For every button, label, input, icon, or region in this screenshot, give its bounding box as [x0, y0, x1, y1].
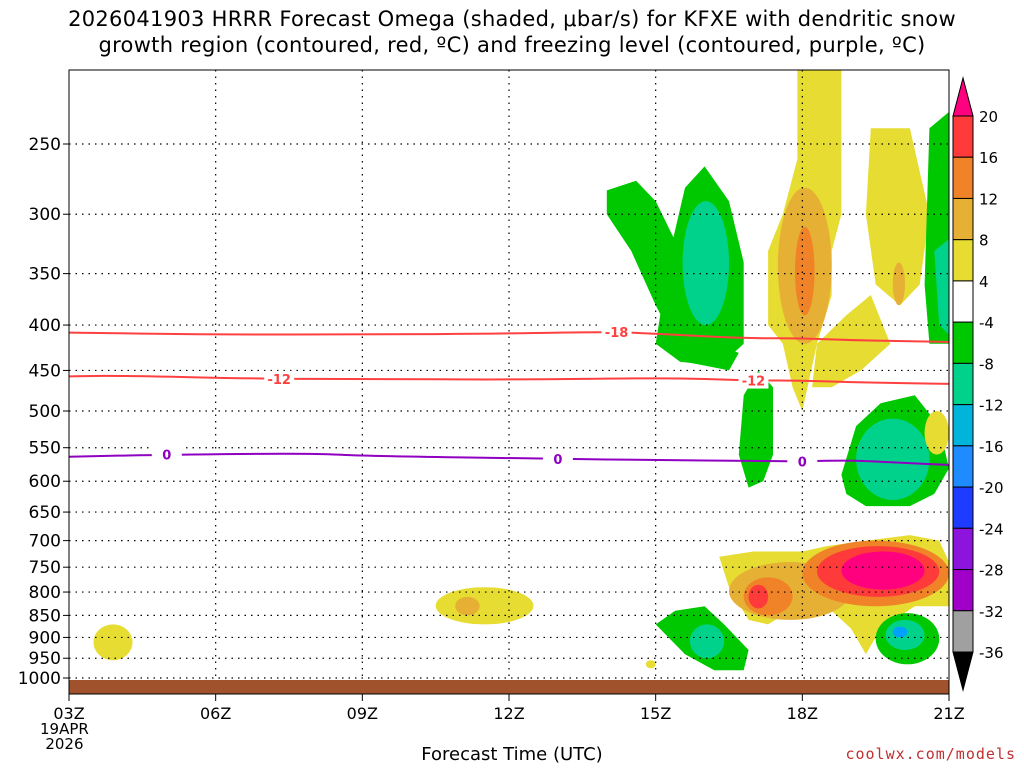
shade-red-lower-left — [748, 584, 769, 609]
contour-label-bg — [738, 372, 769, 389]
shade-orange-core — [795, 226, 815, 316]
shade-yellow-mid — [812, 295, 891, 388]
colorbar-bottom-arrow — [952, 651, 974, 692]
shade-yellow-03z — [93, 624, 133, 661]
y-tick-label-500: 500 — [29, 402, 61, 422]
colorbar-label--4: -4 — [979, 314, 994, 332]
x-tick-label-15Z: 15Z — [640, 704, 671, 723]
colorbar-label--16: -16 — [979, 438, 1004, 456]
y-tick-label-700: 700 — [29, 532, 61, 552]
x-tick-label-09Z: 09Z — [347, 704, 378, 723]
contour-label-2-0: 0 — [162, 449, 171, 464]
y-tick-label-300: 300 — [29, 205, 61, 225]
chart-title: 2026041903 HRRR Forecast Omega (shaded, … — [0, 6, 1024, 58]
contour-label-2-2: 0 — [798, 455, 807, 470]
colorbar-label-8: 8 — [979, 232, 989, 250]
y-tick-label-800: 800 — [29, 583, 61, 603]
colorbar-label--36: -36 — [979, 644, 1004, 662]
colorbar-swatch-5 — [952, 321, 974, 364]
shade-yellow-1030z — [435, 587, 534, 625]
colorbar-label--32: -32 — [979, 603, 1004, 621]
colorbar: 20 16 12 8 4 -4 -8 -12 -16 -20 -24 -28 -32 -36 — [952, 76, 1004, 692]
y-tick-label-550: 550 — [29, 439, 61, 459]
colorbar-swatch-2 — [952, 197, 974, 241]
colorbar-label--28: -28 — [979, 562, 1004, 580]
shade-teal-lower — [856, 418, 930, 501]
contour-label-bg — [151, 446, 182, 463]
shade-green-mid — [738, 370, 773, 488]
y-tick-label-900: 900 — [29, 628, 61, 648]
shade-teal-low-left — [689, 624, 725, 659]
colorbar-swatch-3 — [952, 239, 974, 282]
contour-label-1-0: -12 — [267, 373, 291, 388]
colorbar-label-12: 12 — [979, 190, 998, 208]
shade-orange-1030z — [455, 596, 480, 616]
date-year: 2026 — [45, 735, 84, 753]
colorbar-swatch-11 — [952, 569, 974, 612]
shade-teal-right-edge — [934, 239, 949, 335]
shade-blue-low-right — [892, 626, 908, 638]
ground-band — [69, 680, 949, 694]
colorbar-label-20: 20 — [979, 108, 998, 126]
chart-title-line-1: 2026041903 HRRR Forecast Omega (shaded, … — [68, 7, 956, 31]
colorbar-label--20: -20 — [979, 479, 1004, 497]
x-tick-label-06Z: 06Z — [200, 704, 231, 723]
y-tick-label-450: 450 — [29, 361, 61, 381]
y-tick-label-600: 600 — [29, 472, 61, 492]
watermark: coolwx.com/models — [845, 745, 1016, 763]
colorbar-label--24: -24 — [979, 520, 1004, 538]
y-tick-label-650: 650 — [29, 503, 61, 523]
contour-label-bg — [601, 324, 632, 341]
colorbar-swatch-0 — [952, 115, 974, 158]
contour-label-0-0: -18 — [605, 326, 629, 341]
shade-teal-upper — [682, 201, 729, 326]
colorbar-swatch-1 — [952, 156, 974, 199]
contour-label-1-1: -12 — [742, 375, 766, 390]
colorbar-swatch-8 — [952, 445, 974, 488]
x-tick-label-03Z: 03Z — [53, 704, 84, 723]
y-tick-label-350: 350 — [29, 265, 61, 285]
x-axis-label: Forecast Time (UTC) — [421, 744, 603, 765]
colorbar-swatch-9 — [952, 486, 974, 529]
colorbar-label-16: 16 — [979, 149, 998, 167]
colorbar-swatch-12 — [952, 610, 974, 653]
colorbar-swatch-6 — [952, 362, 974, 406]
shade-pink-core — [841, 551, 925, 590]
shade-yellow-tiny — [645, 660, 656, 669]
contour-layer: -18 -12 -12 0 0 0 — [69, 324, 949, 470]
shade-yellow-right-mid — [924, 411, 949, 455]
contour-label-bg — [264, 370, 295, 387]
shade-orange-small — [892, 262, 906, 306]
colorbar-swatch-7 — [952, 404, 974, 447]
colorbar-swatch-10 — [952, 527, 974, 571]
x-tick-label-18Z: 18Z — [787, 704, 818, 723]
date-label: 19APR 2026 — [40, 722, 89, 752]
shade-yellow-upper-right — [865, 128, 930, 306]
chart-title-line-2: growth region (contoured, red, ºC) and f… — [98, 33, 926, 57]
y-axis: 2503003504004505005506006507007508008509… — [18, 135, 69, 689]
omega-shading-layer — [93, 70, 949, 671]
x-tick-label-12Z: 12Z — [493, 704, 524, 723]
y-tick-label-250: 250 — [29, 135, 61, 155]
y-tick-label-1000: 1000 — [18, 669, 61, 689]
contour-label-2-1: 0 — [553, 453, 562, 468]
y-tick-label-950: 950 — [29, 649, 61, 669]
y-tick-label-400: 400 — [29, 316, 61, 336]
colorbar-swatch-4 — [952, 280, 974, 323]
date-day: 19APR — [40, 720, 89, 738]
x-tick-label-21Z: 21Z — [933, 704, 964, 723]
colorbar-top-arrow — [952, 76, 974, 117]
grid-lines — [69, 70, 949, 694]
x-axis: 03Z 06Z 09Z 12Z 15Z 18Z 21Z — [53, 694, 965, 723]
contour-line-1 — [69, 374, 949, 385]
y-tick-label-750: 750 — [29, 558, 61, 578]
contour-label-bg — [542, 450, 573, 467]
colorbar-label--8: -8 — [979, 355, 994, 373]
colorbar-label--12: -12 — [979, 397, 1004, 415]
y-tick-label-850: 850 — [29, 606, 61, 626]
colorbar-label-4: 4 — [979, 273, 989, 291]
contour-label-bg — [787, 453, 818, 470]
